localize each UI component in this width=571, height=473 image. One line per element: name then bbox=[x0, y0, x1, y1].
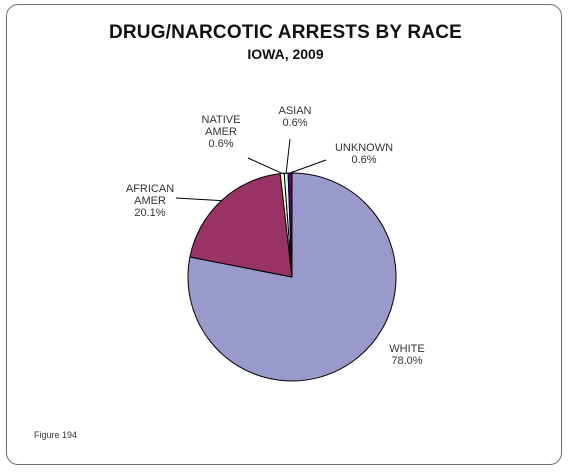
chart-subtitle: IOWA, 2009 bbox=[247, 46, 324, 62]
slice-label-unknown: UNKNOWN 0.6% bbox=[335, 142, 393, 166]
leader-line bbox=[247, 157, 283, 174]
slice-label-african: AFRICAN AMER 20.1% bbox=[126, 183, 174, 219]
slice-label-white: WHITE 78.0% bbox=[389, 343, 424, 367]
leader-line bbox=[175, 197, 222, 202]
figure-label: Figure 194 bbox=[34, 430, 78, 440]
leader-line bbox=[285, 138, 291, 174]
slice-label-native: NATIVE AMER 0.6% bbox=[202, 114, 241, 150]
leader-line bbox=[289, 159, 327, 174]
chart-title: DRUG/NARCOTIC ARRESTS BY RACE bbox=[108, 22, 463, 43]
slice-label-asian: ASIAN 0.6% bbox=[278, 105, 311, 129]
